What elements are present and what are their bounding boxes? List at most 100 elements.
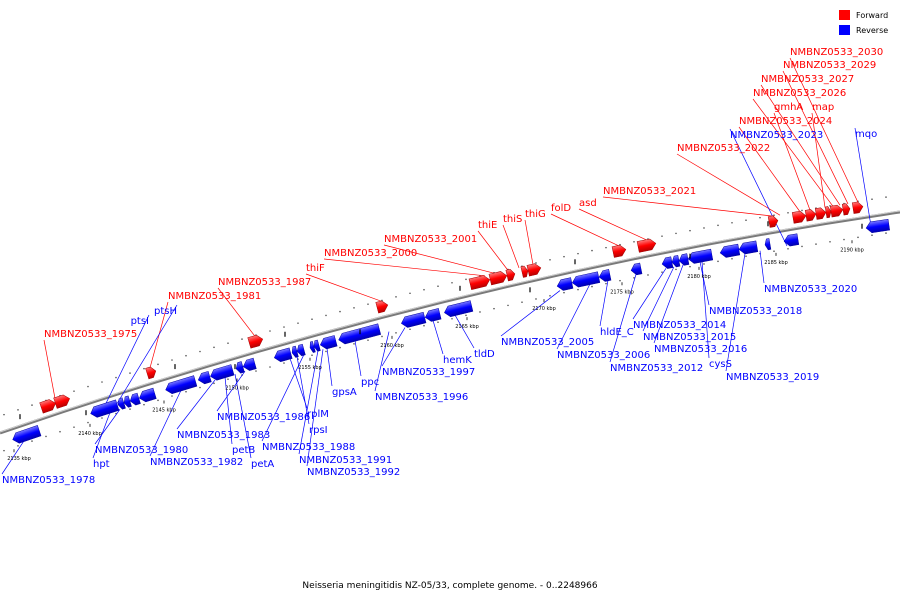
forward-gene-arrow bbox=[824, 206, 832, 219]
tick-label: 2140 kbp bbox=[78, 431, 102, 437]
forward-gene-arrow bbox=[505, 268, 516, 282]
gene-label-nmbnz0533-1975: NMBNZ0533_1975 bbox=[44, 329, 137, 340]
tick-marks: 2135 kbp 2140 kbp 2145 kbp 2150 kbp 2155 kbp… bbox=[7, 221, 864, 462]
reverse-gene-arrow bbox=[117, 397, 126, 410]
reverse-gene-arrow bbox=[424, 308, 442, 322]
forward-gene-arrow bbox=[636, 238, 657, 253]
gene-label-this: thiS bbox=[503, 214, 522, 225]
reverse-gene-arrow bbox=[309, 341, 316, 353]
gene-label-nmbnz0533-1987: NMBNZ0533_1987 bbox=[218, 277, 311, 288]
gene-labels: NMBNZ0533_1975 NMBNZ0533_1981 NMBNZ0533_19… bbox=[2, 47, 883, 486]
gene-label-nmbnz0533-2021: NMBNZ0533_2021 bbox=[603, 186, 696, 197]
gene-label-nmbnz0533-2019: NMBNZ0533_2019 bbox=[726, 372, 819, 383]
gene-label-hlde-c: hldE_C bbox=[600, 327, 634, 338]
tick-label: 2175 kbp bbox=[610, 289, 634, 295]
reverse-gene-arrow bbox=[210, 364, 235, 381]
gene-label-nmbnz0533-1981: NMBNZ0533_1981 bbox=[168, 291, 261, 302]
gene-label-ppc: ppc bbox=[361, 377, 379, 388]
reverse-gene-arrow bbox=[235, 361, 245, 374]
gene-label-nmbnz0533-2000: NMBNZ0533_2000 bbox=[324, 248, 417, 259]
gene-label-gmha: gmhA bbox=[774, 102, 803, 113]
genome-backbone bbox=[0, 210, 900, 435]
reverse-gene-arrow bbox=[661, 256, 674, 269]
gene-label-nmbnz0533-2016: NMBNZ0533_2016 bbox=[654, 344, 747, 355]
gene-label-nmbnz0533-2005: NMBNZ0533_2005 bbox=[501, 337, 594, 348]
tick-label: 2180 kbp bbox=[687, 274, 711, 280]
reverse-gene-arrow bbox=[571, 271, 601, 288]
gene-label-nmbnz0533-2001: NMBNZ0533_2001 bbox=[384, 234, 477, 245]
gene-label-nmbnz0533-1991: NMBNZ0533_1991 bbox=[299, 455, 392, 466]
gene-label-nmbnz0533-1980: NMBNZ0533_1980 bbox=[95, 445, 188, 456]
forward-gene-arrow bbox=[804, 209, 817, 222]
reverse-gene-arrow bbox=[129, 392, 141, 406]
gene-label-cyss: cysS bbox=[709, 359, 732, 370]
gene-label-nmbnz0533-2026: NMBNZ0533_2026 bbox=[753, 88, 846, 99]
reverse-gene-arrow bbox=[630, 262, 643, 276]
tick-label: 2155 kbp bbox=[298, 365, 322, 371]
gene-label-thig: thiG bbox=[525, 209, 546, 220]
reverse-gene-arrow bbox=[242, 357, 257, 371]
gene-label-rplm: rplM bbox=[307, 409, 329, 420]
reverse-gene-arrow bbox=[313, 339, 321, 352]
reverse-gene-arrow bbox=[296, 343, 306, 357]
gene-label-nmbnz0533-2018: NMBNZ0533_2018 bbox=[709, 306, 802, 317]
forward-gene-arrow bbox=[247, 334, 264, 349]
tick-label: 2190 kbp bbox=[840, 247, 864, 253]
gene-label-nmbnz0533-2023: NMBNZ0533_2023 bbox=[730, 130, 823, 141]
legend: Forward Reverse bbox=[839, 10, 888, 35]
gene-label-nmbnz0533-1988: NMBNZ0533_1988 bbox=[262, 442, 355, 453]
forward-gene-arrow bbox=[851, 201, 864, 214]
gene-label-nmbnz0533-2014: NMBNZ0533_2014 bbox=[633, 320, 726, 331]
gene-label-nmbnz0533-2024: NMBNZ0533_2024 bbox=[739, 116, 832, 127]
gene-label-nmbnz0533-1996: NMBNZ0533_1996 bbox=[375, 392, 468, 403]
gene-label-nmbnz0533-2030: NMBNZ0533_2030 bbox=[790, 47, 883, 58]
tick-label: 2185 kbp bbox=[764, 260, 788, 266]
reverse-gene-arrow bbox=[783, 233, 800, 247]
tick-label: 2170 kbp bbox=[532, 306, 556, 312]
reverse-gene-arrow bbox=[719, 243, 741, 258]
gene-label-nmbnz0533-2022: NMBNZ0533_2022 bbox=[677, 143, 770, 154]
legend-forward-label: Forward bbox=[856, 11, 888, 20]
tick-label: 2145 kbp bbox=[152, 407, 176, 413]
gene-label-thie: thiE bbox=[478, 220, 497, 231]
forward-gene-arrow bbox=[767, 215, 779, 228]
reverse-gene-arrow bbox=[197, 371, 212, 385]
forward-gene-arrow bbox=[488, 271, 508, 286]
gene-label-nmbnz0533-2012: NMBNZ0533_2012 bbox=[610, 363, 703, 374]
forward-gene-arrow bbox=[611, 244, 627, 258]
reverse-gene-arrow bbox=[671, 255, 681, 268]
label-leaders bbox=[1, 57, 873, 475]
gene-label-petb: petB bbox=[232, 445, 255, 456]
forward-gene-arrow bbox=[520, 265, 529, 278]
gene-label-mqo: mqo bbox=[855, 129, 877, 140]
gene-label-nmbnz0533-2020: NMBNZ0533_2020 bbox=[764, 284, 857, 295]
legend-reverse-label: Reverse bbox=[856, 26, 888, 35]
gene-features bbox=[12, 201, 890, 444]
reverse-gene-arrow bbox=[12, 425, 42, 444]
reverse-gene-arrow bbox=[273, 347, 293, 362]
gene-label-nmbnz0533-2015: NMBNZ0533_2015 bbox=[643, 332, 736, 343]
forward-gene-arrow bbox=[39, 399, 56, 414]
reverse-gene-arrow bbox=[598, 269, 612, 282]
gene-label-asd: asd bbox=[579, 198, 597, 209]
gene-label-nmbnz0533-1986: NMBNZ0533_1986 bbox=[217, 412, 310, 423]
reverse-gene-arrow bbox=[764, 238, 772, 251]
forward-gene-arrow bbox=[526, 263, 542, 277]
gene-label-nmbnz0533-1982: NMBNZ0533_1982 bbox=[150, 457, 243, 468]
tick-label: 2150 kbp bbox=[225, 386, 249, 392]
reverse-gene-arrow bbox=[556, 277, 574, 291]
tick-label: 2165 kbp bbox=[455, 324, 479, 330]
forward-gene-arrow bbox=[145, 366, 157, 380]
reverse-gene-arrow bbox=[123, 395, 132, 408]
reverse-gene-arrow bbox=[165, 375, 198, 395]
gene-label-nmbnz0533-2006: NMBNZ0533_2006 bbox=[557, 350, 650, 361]
forward-gene-arrow bbox=[841, 203, 851, 216]
gene-label-fold: folD bbox=[551, 203, 571, 214]
reverse-gene-arrow bbox=[319, 335, 338, 350]
gene-label-nmbnz0533-1992: NMBNZ0533_1992 bbox=[307, 467, 400, 478]
gene-label-hemk: hemK bbox=[443, 355, 472, 366]
reverse-gene-arrow bbox=[687, 248, 714, 264]
reverse-gene-arrow bbox=[401, 311, 427, 328]
reverse-gene-arrow bbox=[444, 300, 474, 318]
forward-gene-arrow bbox=[468, 275, 491, 290]
